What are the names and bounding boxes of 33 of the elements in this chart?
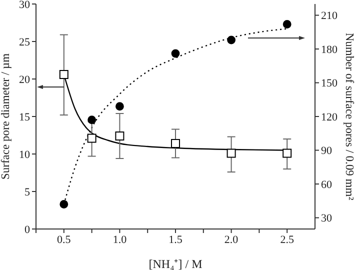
y-tick-label: 30 — [19, 0, 30, 11]
point — [87, 134, 96, 143]
y2-tick-label: 210 — [321, 10, 338, 22]
point — [88, 116, 96, 124]
y-tick-label: 20 — [19, 74, 30, 86]
point — [115, 132, 124, 140]
point — [226, 148, 236, 158]
point — [116, 102, 124, 111]
text: 1.0 — [112, 234, 127, 246]
point — [171, 139, 180, 148]
y2-axis-title: Number of surface pores / 0.09 mm² — [343, 32, 355, 201]
y-tick-label: 25 — [19, 36, 30, 48]
y2-tick-label: 60 — [321, 178, 332, 191]
point — [60, 200, 68, 208]
y-tick-label: 10 — [19, 148, 30, 161]
y2-tick-label: 180 — [321, 44, 338, 56]
y2-tick-label: 120 — [321, 111, 338, 124]
text: 2.0 — [224, 234, 238, 246]
point — [282, 20, 292, 28]
y2-tick-label: 90 — [321, 145, 332, 158]
y-tick-label: 15 — [19, 111, 30, 124]
x-tick-label: 2.5 — [280, 234, 294, 246]
point — [227, 36, 236, 44]
x-tick-label: 1.5 — [168, 234, 183, 246]
y-axis-title: Surface pore diameter / µm — [0, 53, 12, 180]
point — [59, 70, 68, 79]
point — [282, 148, 292, 158]
x-tick-label: 0.5 — [57, 234, 72, 246]
y2-tick-label: 30 — [321, 212, 332, 225]
point — [171, 49, 180, 58]
y-tick-label: 0 — [24, 224, 30, 236]
y2-tick-label: 150 — [321, 78, 338, 90]
y-tick-label: 5 — [24, 186, 30, 198]
